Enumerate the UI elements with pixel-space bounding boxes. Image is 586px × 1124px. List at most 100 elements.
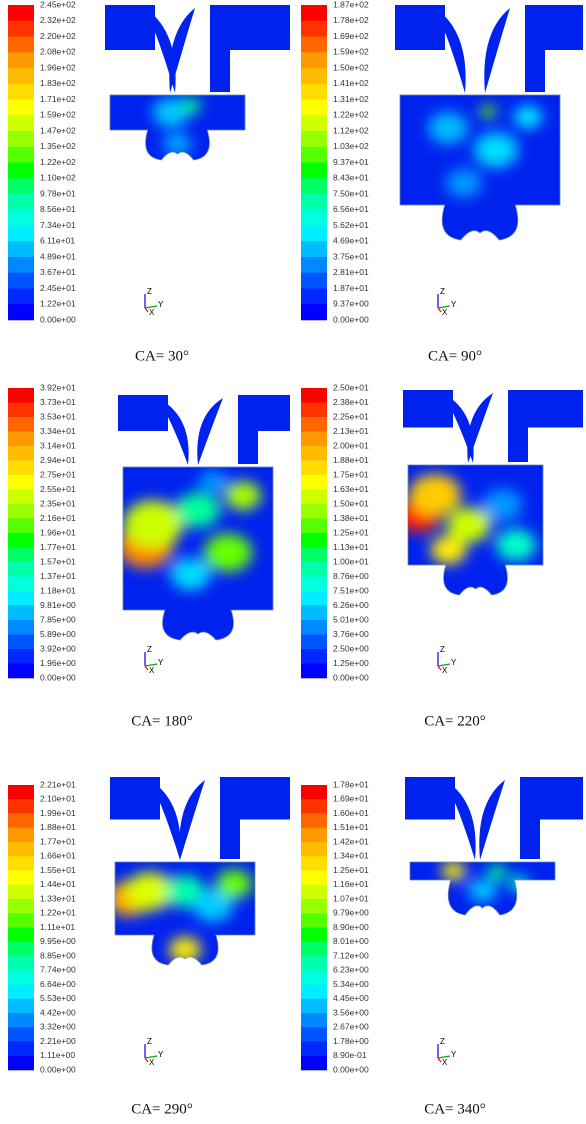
legend-label: 4.89e+01 [40,251,76,261]
color-swatch [301,591,327,606]
triad-z: Z [440,645,445,654]
color-swatch [301,1027,327,1042]
legend-label: 1.69e+01 [333,794,369,804]
exhaust-port [210,5,290,92]
color-swatch [301,856,327,871]
color-swatch [8,884,34,900]
contour-blob [170,558,211,591]
legend-label: 7.74e+00 [40,965,76,975]
color-swatch [301,209,327,226]
color-swatch [8,984,34,1000]
color-swatch [8,649,34,664]
color-swatch [301,417,327,432]
intake-valve [150,780,181,860]
legend-label: 2.16e+01 [40,513,76,523]
legend-label: 2.00e+01 [333,440,369,450]
triad-z: Z [440,1037,445,1046]
legend-label: 8.43e+01 [333,173,369,183]
legend-label: 1.35e+02 [40,141,76,151]
legend-label: 3.92e+01 [40,382,76,392]
color-swatch [8,913,34,928]
legend-label: 9.79e+00 [333,908,369,918]
triad-x: X [149,666,155,675]
color-swatch [8,970,34,985]
legend-label: 2.35e+01 [40,498,76,508]
color-swatch [8,131,34,148]
legend-label: 1.22e+01 [40,908,76,918]
intake-port [118,395,168,431]
axis-x [437,665,442,671]
color-swatch [8,304,34,321]
color-swatch [301,941,327,957]
legend-label: 1.96e+01 [40,527,76,537]
contour [115,869,252,963]
color-swatch [301,194,327,211]
color-swatch [301,241,327,258]
triad-x: X [149,308,155,317]
legend-label: 1.10e+02 [40,173,76,183]
color-swatch [8,272,34,289]
contour-blob [430,535,467,565]
contour-blobs [152,97,201,156]
color-swatch [8,194,34,211]
color-swatch [8,257,34,274]
color-swatch [301,489,327,505]
legend-label: 1.50e+01 [333,498,369,508]
color-swatch [301,927,327,943]
color-swatch [301,813,327,829]
legend-label: 6.26e+00 [333,600,369,610]
color-swatch [8,489,34,505]
contour-blob [204,533,252,572]
color-swatch [8,417,34,432]
triad-z: Z [147,1037,152,1046]
axis-x [437,1057,442,1063]
triad-z: Z [440,287,445,296]
color-swatch [8,591,34,606]
color-swatch [301,446,327,461]
exhaust-valve [484,8,510,93]
legend-label: 9.37e+00 [333,299,369,309]
axis-x [144,665,149,671]
legend-label: 1.16e+01 [333,879,369,889]
color-swatch [8,1055,34,1071]
legend-label: 1.78e+02 [333,15,369,25]
color-swatch [301,663,327,679]
color-swatch [301,827,327,843]
legend-label: 5.01e+00 [333,614,369,624]
color-swatch [301,913,327,928]
color-swatch [8,827,34,843]
contour-blob [225,481,261,510]
panel: 2.45e+02 2.32e+02 2.20e+02 2.08e+02 1.96e+02… [8,0,290,364]
contour-blob [508,875,529,892]
legend-label: 8.76e+00 [333,571,369,581]
contour [428,105,542,198]
color-swatch [301,178,327,195]
intake-valve [158,398,189,465]
legend-label: 3.34e+01 [40,426,76,436]
axis-x [144,307,149,313]
color-swatch [301,288,327,305]
triad-y: Y [451,658,457,667]
color-swatch [301,402,327,418]
contour-blob [123,500,183,549]
legend-label: 1.59e+02 [40,110,76,120]
color-swatch [8,856,34,871]
color-swatch [8,1041,34,1057]
contour-blob [409,474,461,516]
legend-label: 1.77e+01 [40,542,76,552]
legend-label: 1.88e+01 [40,822,76,832]
color-swatch [301,146,327,163]
color-swatch [301,870,327,886]
color-swatch [8,68,34,85]
legend-label: 1.75e+01 [333,469,369,479]
color-swatch [301,984,327,1000]
intake-valve [443,393,474,463]
legend-label: 1.96e+00 [40,658,76,668]
legend-label: 8.85e+00 [40,950,76,960]
contour-blob [487,864,507,881]
color-swatch [8,533,34,548]
color-swatch [8,504,34,519]
contour-blob [216,869,252,899]
caption: CA= 30° [135,348,189,364]
intake-port [110,777,160,820]
